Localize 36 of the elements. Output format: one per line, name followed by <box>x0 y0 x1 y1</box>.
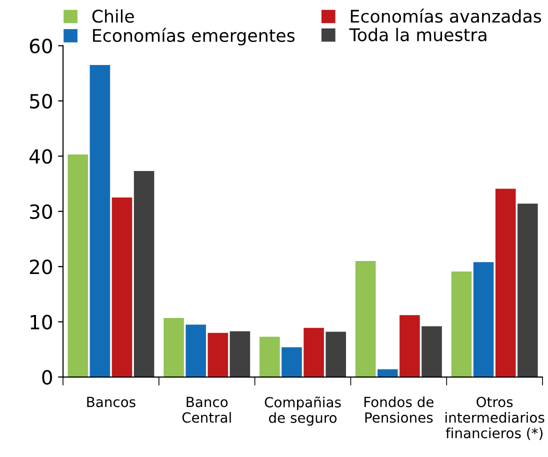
bar <box>355 261 376 378</box>
bar <box>112 198 132 378</box>
bar <box>518 204 538 378</box>
bar <box>473 262 494 378</box>
bar <box>326 332 346 378</box>
legend-label: Chile <box>92 9 134 23</box>
bar <box>422 326 442 378</box>
bar <box>186 324 206 378</box>
y-tick-label: 30 <box>30 204 52 220</box>
bar <box>304 328 324 378</box>
legend-label: Economías avanzadas <box>350 8 542 23</box>
x-tick-label: Otros intermediarios financieros (*) <box>446 396 544 440</box>
y-tick-label: 40 <box>30 149 52 164</box>
bar <box>208 332 228 378</box>
bar <box>164 318 184 378</box>
x-tick-label: Fondos de Pensiones <box>364 396 434 423</box>
bar <box>282 347 302 378</box>
y-tick-label: 10 <box>30 314 52 330</box>
bar <box>451 272 472 378</box>
bar <box>495 188 516 378</box>
bar <box>377 369 398 378</box>
x-tick-label: Bancos <box>87 396 136 408</box>
legend-label: Economías emergentes <box>93 28 295 46</box>
bar <box>260 336 280 378</box>
bar <box>230 331 250 378</box>
bar <box>68 154 88 378</box>
x-tick-label: Compañias de seguro <box>264 396 341 426</box>
bar <box>134 171 154 378</box>
y-tick-label: 0 <box>42 370 52 385</box>
y-tick-label: 50 <box>30 94 52 109</box>
x-tick-label: Banco Central <box>182 396 231 423</box>
bar <box>400 315 420 378</box>
y-tick-label: 20 <box>30 260 52 274</box>
y-tick-label: 60 <box>30 38 52 54</box>
bar <box>90 65 110 378</box>
legend-label: Toda la muestra <box>349 28 486 42</box>
